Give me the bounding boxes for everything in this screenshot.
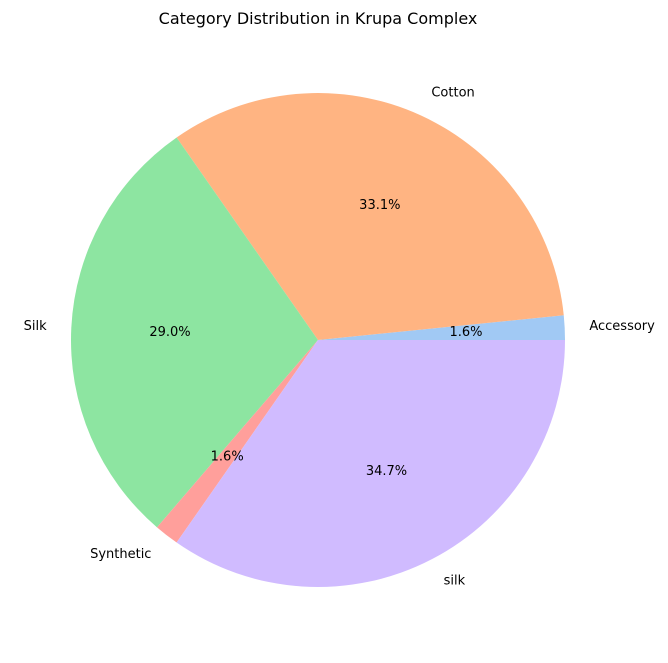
percentage-labels: 1.6% 33.1% 29.0% 1.6% 34.7% (149, 198, 482, 479)
chart-title: Category Distribution in Krupa Complex (159, 9, 478, 28)
pct-label-silk-4: 34.7% (366, 464, 407, 479)
pct-label-accessory-0: 1.6% (449, 325, 482, 340)
pie-slice-cotton-1 (176, 92, 564, 340)
pie-slice-silk-4 (176, 340, 566, 587)
pie-slices (71, 92, 566, 587)
slice-label-silk-4: silk (444, 573, 466, 588)
slice-label-cotton-1: Cotton (431, 86, 474, 101)
pct-label-silk-2: 29.0% (149, 325, 190, 340)
pct-label-cotton-1: 33.1% (359, 198, 400, 213)
slice-label-synthetic-3: Synthetic (90, 547, 151, 562)
slice-label-accessory-0: Accessory (589, 319, 655, 334)
pie-slice-synthetic-3 (156, 340, 318, 543)
slice-labels: Accessory Cotton Silk Synthetic silk (24, 86, 656, 589)
pct-label-synthetic-3: 1.6% (211, 450, 244, 465)
pie-slice-accessory-0 (318, 315, 565, 340)
pie-slice-silk-2 (71, 137, 319, 528)
slice-label-silk-2: Silk (24, 319, 47, 334)
